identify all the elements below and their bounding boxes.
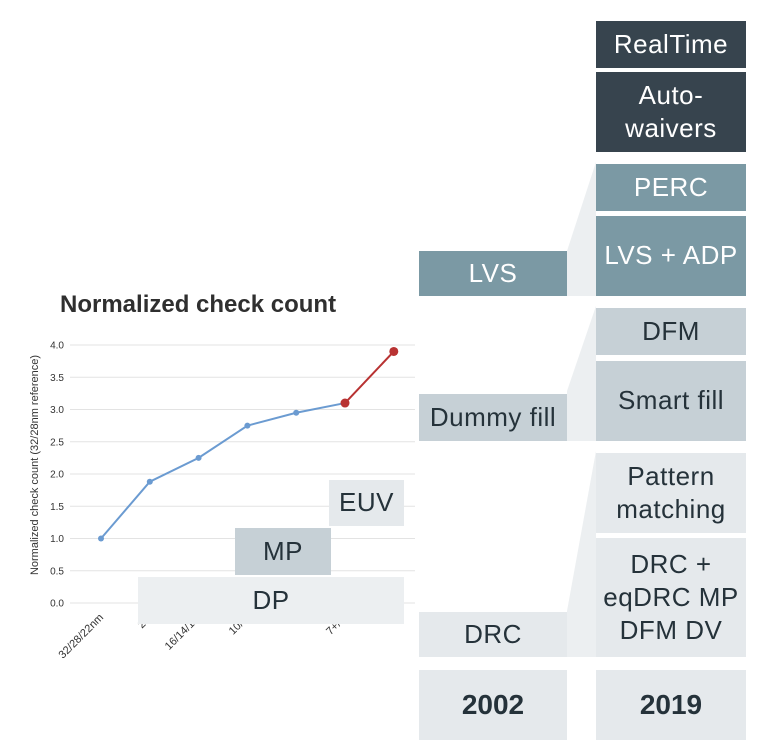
series-line <box>100 402 346 540</box>
lvs-adp-label: LVS + ADP <box>604 240 738 271</box>
y-tick-label: 0.5 <box>50 566 64 577</box>
perc-label: PERC <box>633 171 709 202</box>
dummy-fill-label: Dummy fill <box>429 401 557 432</box>
y-tick-label: 2.5 <box>50 437 64 448</box>
y-tick-label: 2.0 <box>50 470 64 481</box>
fill-connector <box>567 306 596 441</box>
y-tick-label: 3.0 <box>50 405 64 416</box>
y-tick-label: 4.0 <box>50 341 64 352</box>
autowaivers-label: Auto- waivers <box>625 79 717 143</box>
data-point <box>244 422 251 429</box>
year-2002-label: 2002 <box>461 689 525 721</box>
euv-band: EUV <box>329 480 404 526</box>
data-point <box>195 454 202 461</box>
drc-label: DRC <box>464 618 522 649</box>
mp-band: MP <box>235 528 331 575</box>
box-pattern-matching: Pattern matching <box>596 453 746 533</box>
y-axis-label: Normalized check count (32/28nm referenc… <box>29 355 41 575</box>
data-point <box>389 346 399 356</box>
box-drc-2002: DRC <box>419 612 567 657</box>
smart-fill-label: Smart fill <box>617 385 725 416</box>
pattern-matching-label: Pattern matching <box>616 460 726 524</box>
box-drc-eqdrc: DRC + eqDRC MP DFM DV <box>596 538 746 657</box>
box-autowaivers: Auto- waivers <box>596 72 746 152</box>
data-point <box>340 398 350 408</box>
box-perc: PERC <box>596 164 746 211</box>
box-smart-fill: Smart fill <box>596 361 746 441</box>
realtime-label: RealTime <box>613 28 729 59</box>
chart-title: Normalized check count <box>60 291 337 318</box>
year-2019-label: 2019 <box>639 689 703 721</box>
box-dummy-fill-2002: Dummy fill <box>419 394 567 441</box>
series-line-highlight <box>344 350 395 404</box>
box-dfm: DFM <box>596 308 746 355</box>
y-tick-label: 0.0 <box>50 599 64 610</box>
box-realtime: RealTime <box>596 21 746 68</box>
data-point <box>98 535 104 542</box>
data-point <box>146 478 153 485</box>
lvs-label: LVS <box>468 257 518 288</box>
drc-eqdrc-label: DRC + eqDRC MP DFM DV <box>603 548 739 646</box>
dp-label: DP <box>252 584 290 615</box>
y-tick-label: 1.0 <box>50 534 64 545</box>
mp-label: MP <box>263 535 303 566</box>
euv-label: EUV <box>339 487 394 518</box>
dfm-label: DFM <box>642 315 700 346</box>
y-tick-label: 1.5 <box>50 502 64 513</box>
box-lvs-2002: LVS <box>419 251 567 296</box>
lvs-connector <box>567 162 596 296</box>
dp-band: DP <box>138 577 404 624</box>
data-point <box>293 409 300 416</box>
year-2019: 2019 <box>596 670 746 740</box>
drc-connector <box>567 451 596 657</box>
y-tick-label: 3.5 <box>50 373 64 384</box>
box-lvs-adp: LVS + ADP <box>596 216 746 296</box>
year-2002: 2002 <box>419 670 567 740</box>
